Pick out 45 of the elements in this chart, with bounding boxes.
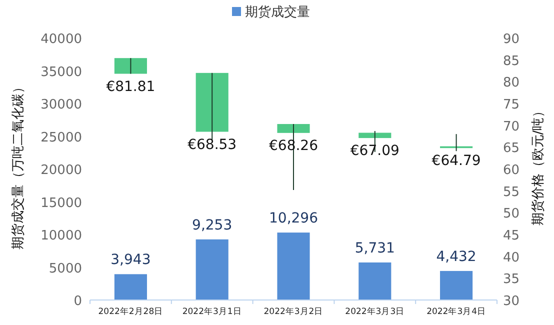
x-tick-label: 2022年3月3日 <box>345 306 405 317</box>
bar <box>358 262 392 300</box>
y2-axis-title: 期货价格（欧元/吨） <box>531 104 546 226</box>
y2-tick-label: 90 <box>503 32 520 47</box>
data-label: 3,943 <box>110 252 151 268</box>
y-tick-label: 15000 <box>40 196 82 211</box>
x-tick-label: 2022年3月2日 <box>264 306 324 317</box>
y2-tick-label: 35 <box>503 272 520 288</box>
y-tick-label: 35000 <box>40 64 82 80</box>
text: €67.09 <box>350 143 400 160</box>
bar <box>114 274 147 300</box>
text: €81.81 <box>106 78 156 95</box>
text: €64.79 <box>432 153 481 170</box>
data-label: 4,432 <box>436 248 476 265</box>
y2-tick-label: 40 <box>503 250 520 266</box>
y2-tick-label: 50 <box>503 206 520 222</box>
y-tick-label: 10000 <box>40 228 82 244</box>
y2-tick-label: 65 <box>503 141 520 156</box>
y2-tick-label: 80 <box>503 76 520 91</box>
data-label: 9,253 <box>192 217 232 234</box>
bar <box>277 232 310 300</box>
y-tick-label: 0 <box>74 294 82 309</box>
legend-label: 期货成交量 <box>245 4 310 20</box>
data-label: 10,296 <box>269 210 318 227</box>
data-label: 5,731 <box>354 240 395 256</box>
y-tick-label: 20000 <box>40 163 82 178</box>
y2-tick-label: 60 <box>503 163 520 178</box>
y2-tick-label: 55 <box>503 184 520 200</box>
x-tick-label: 2022年2月28日 <box>98 306 164 317</box>
bar <box>196 239 228 300</box>
y-tick-label: 5000 <box>48 261 82 276</box>
y-axis-title: 期货成交量（万吨二氧化碳） <box>10 80 26 250</box>
y-tick-label: 30000 <box>40 98 82 112</box>
y2-tick-label: 30 <box>503 294 520 309</box>
text: €68.53 <box>188 136 237 153</box>
y2-tick-label: 75 <box>503 98 520 112</box>
y-tick-label: 40000 <box>40 32 82 47</box>
bar <box>440 270 473 300</box>
x-tick-label: 2022年3月1日 <box>182 306 242 317</box>
y2-tick-label: 70 <box>503 119 520 134</box>
y2-tick-label: 45 <box>503 228 520 244</box>
y-tick-label: 25000 <box>40 130 82 146</box>
x-tick-label: 2022年3月4日 <box>426 306 486 317</box>
y2-tick-label: 85 <box>503 54 520 69</box>
candlestick <box>114 58 147 74</box>
